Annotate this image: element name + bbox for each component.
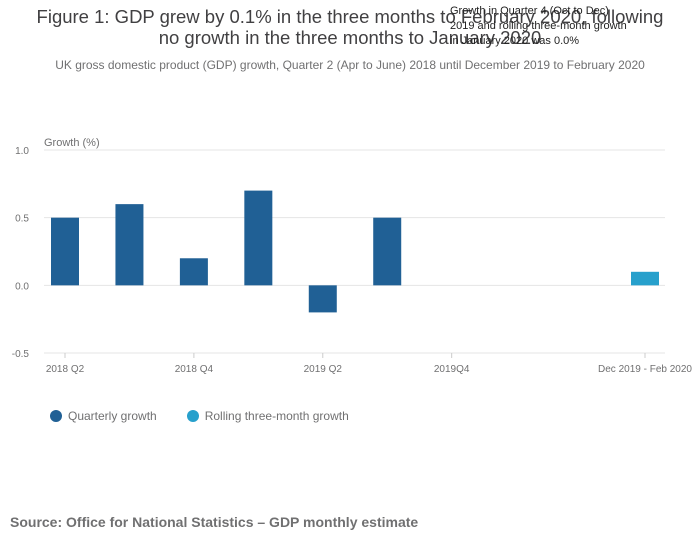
legend-marker: [50, 410, 62, 422]
annotation-line1: Growth in Quarter 4 (Oct to Dec): [450, 5, 609, 17]
bar-quarterly-4: [308, 285, 337, 313]
legend-item-quarterly[interactable]: Quarterly growth: [50, 409, 157, 423]
legend-marker: [186, 410, 199, 422]
legend-label: Quarterly growth: [68, 409, 157, 423]
legend-item-rolling[interactable]: Rolling three-month growth: [186, 409, 349, 423]
legend-label: Rolling three-month growth: [204, 409, 349, 423]
chart-title-line1: Figure 1: GDP grew by 0.1% in the three …: [36, 6, 664, 27]
y-tick-label: 1.0: [15, 146, 29, 157]
x-tick-label: Dec 2019 - Feb 2020: [598, 364, 692, 375]
x-tick-label: 2019 Q2: [304, 364, 343, 375]
source-note: Source: Office for National Statistics –…: [10, 514, 419, 530]
x-tick-label: 2018 Q2: [46, 364, 85, 375]
bar-quarterly-3: [244, 190, 273, 286]
chart-subtitle: UK gross domestic product (GDP) growth, …: [55, 58, 645, 72]
chart-legend: Quarterly growth Rolling three-month grow…: [50, 409, 349, 423]
bar-quarterly-2: [179, 258, 208, 286]
bar-quarterly-5: [373, 217, 402, 286]
chart-title-line2: no growth in the three months to January…: [158, 27, 542, 48]
y-tick-label: 0.5: [15, 214, 29, 225]
x-tick-label: 2019Q4: [434, 364, 470, 375]
bar-quarterly-1: [115, 204, 144, 286]
chart-title: Figure 1: GDP grew by 0.1% in the three …: [0, 6, 700, 48]
bar-quarterly-0: [51, 217, 79, 286]
annotation-line3: in January 2020 was 0.0%: [450, 35, 580, 47]
y-tick-label: -0.5: [12, 349, 30, 360]
y-axis-title: Growth (%): [44, 137, 100, 149]
chart-annotation: Growth in Quarter 4 (Oct to Dec) 2019 an…: [450, 4, 665, 49]
bar-rolling-9: [631, 271, 659, 286]
y-tick-label: 0.0: [15, 281, 29, 292]
annotation-line2: 2019 and rolling three-month growth: [450, 20, 627, 32]
x-tick-label: 2018 Q4: [175, 364, 214, 375]
